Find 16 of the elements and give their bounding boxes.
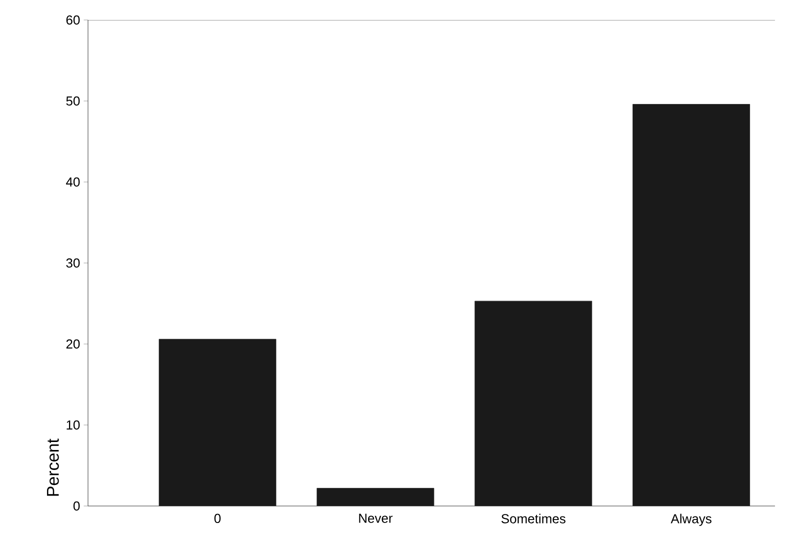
x-tick-label: Sometimes bbox=[501, 514, 566, 524]
x-tick-label: 0 bbox=[214, 514, 221, 524]
bar bbox=[316, 488, 434, 506]
y-tick-label: 40 bbox=[66, 177, 80, 187]
y-tick-label: 50 bbox=[66, 96, 80, 106]
y-tick-label: 20 bbox=[66, 339, 80, 349]
x-tick-label: Never bbox=[359, 514, 393, 523]
y-axis-title: Percent bbox=[47, 438, 59, 496]
bar bbox=[632, 104, 750, 506]
bar bbox=[158, 338, 276, 506]
y-tick-label: 60 bbox=[66, 15, 80, 25]
y-tick-label: 0 bbox=[73, 501, 80, 511]
y-tick-label: 30 bbox=[66, 258, 80, 268]
y-tick-label: 10 bbox=[66, 420, 80, 430]
bar bbox=[474, 300, 592, 506]
x-tick-label: Always bbox=[670, 514, 712, 526]
